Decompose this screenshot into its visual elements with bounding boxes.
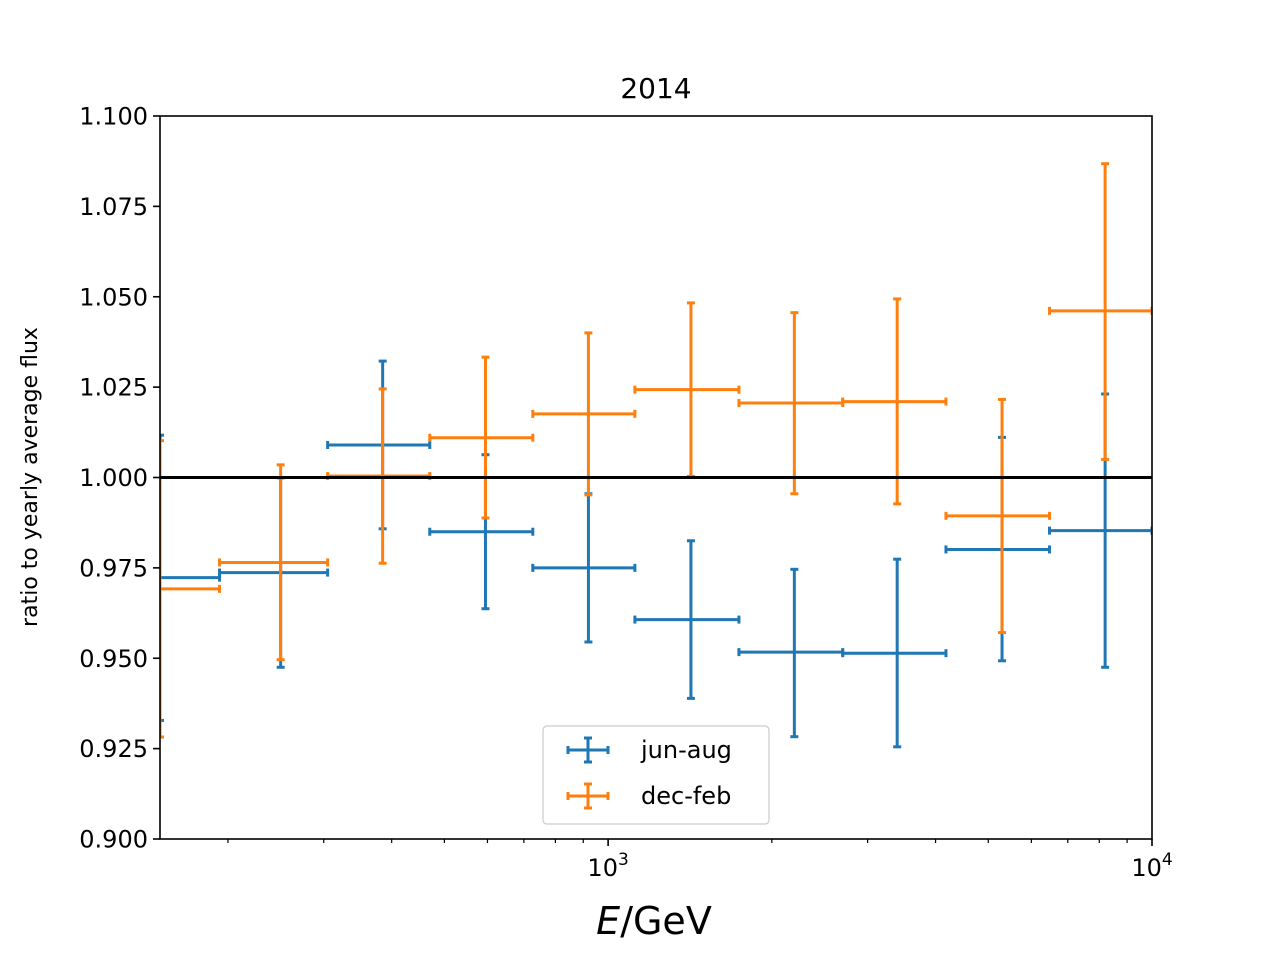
x-axis-label: E/GeV	[596, 899, 712, 943]
y-tick-label: 1.025	[79, 374, 148, 402]
data-point	[531, 331, 637, 497]
data-point	[218, 463, 330, 662]
y-tick-label: 0.925	[79, 735, 148, 763]
legend-entry-jun-aug: jun-aug	[566, 736, 732, 764]
legend-entry-dec-feb: dec-feb	[566, 782, 731, 810]
y-tick-label: 1.075	[79, 193, 148, 221]
series-dec-feb	[160, 162, 1152, 739]
chart-title: 2014	[620, 72, 691, 105]
data-point	[1048, 162, 1152, 461]
data-point	[944, 397, 1052, 635]
data-point	[428, 355, 535, 520]
x-tick-label: 103	[587, 850, 628, 882]
y-tick-label: 0.975	[79, 554, 148, 582]
data-point	[633, 539, 741, 700]
y-tick-label: 1.050	[79, 283, 148, 311]
x-tick-label: 104	[1131, 850, 1172, 882]
data-point	[737, 311, 845, 496]
y-axis: 0.900 0.925 0.950 0.975 1.000 1.025 1.050 1.075…	[79, 103, 160, 854]
data-point	[160, 439, 222, 739]
x-axis-label-unit: /GeV	[620, 899, 712, 943]
data-point	[841, 557, 948, 749]
y-tick-label: 1.100	[79, 103, 148, 131]
y-tick-label: 1.000	[79, 464, 148, 492]
y-axis-label: ratio to yearly average flux	[18, 327, 43, 627]
y-tick-label: 0.950	[79, 645, 148, 673]
x-axis: 103 104	[227, 839, 1173, 882]
legend-label: jun-aug	[640, 736, 732, 764]
data-point	[841, 297, 948, 506]
x-axis-label-variable: E	[596, 899, 620, 943]
legend: jun-aug dec-feb	[542, 725, 770, 825]
y-tick-label: 0.900	[79, 826, 148, 854]
data-point	[633, 301, 741, 478]
legend-label: dec-feb	[641, 782, 731, 810]
